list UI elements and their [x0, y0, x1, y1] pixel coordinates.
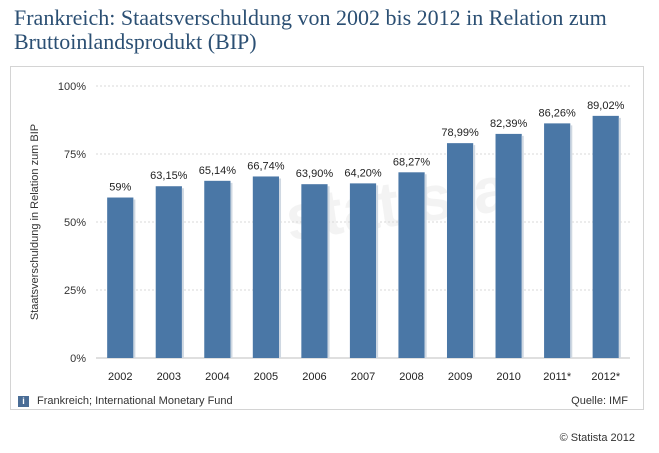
data-label: 86,26%: [539, 107, 577, 119]
source-note: Frankreich; International Monetary Fund: [37, 395, 233, 407]
y-tick-label: 50%: [64, 217, 86, 229]
y-tick-label: 25%: [64, 285, 86, 297]
data-label: 82,39%: [490, 118, 528, 130]
x-tick-label: 2007: [351, 371, 375, 383]
bar-2009: [446, 143, 474, 358]
bar-2005: [252, 176, 280, 358]
data-label: 65,14%: [199, 165, 237, 177]
x-tick-label: 2006: [302, 371, 326, 383]
bar-2006: [301, 184, 328, 358]
x-tick-label: 2011*: [543, 371, 572, 383]
data-label: 89,02%: [587, 100, 625, 112]
y-tick-label: 0%: [70, 353, 86, 365]
x-tick-label: 2004: [205, 371, 229, 383]
data-label: 78,99%: [441, 127, 479, 139]
bar-2003: [155, 186, 182, 358]
info-icon[interactable]: i: [18, 395, 29, 407]
chart-footer: i Frankreich; International Monetary Fun…: [10, 390, 644, 412]
x-tick-label: 2005: [254, 371, 278, 383]
bar-2012: [592, 115, 619, 358]
x-tick-label: 2008: [399, 371, 423, 383]
data-label: 66,74%: [247, 160, 285, 172]
data-label: 63,90%: [296, 168, 334, 180]
y-tick-label: 100%: [58, 81, 86, 93]
x-tick-label: 2002: [108, 371, 132, 383]
data-label: 59%: [109, 182, 131, 194]
bar-2002: [107, 197, 134, 358]
bar-2011: [544, 123, 571, 358]
source-label: Quelle: IMF: [571, 395, 628, 407]
bar-2007: [349, 183, 377, 358]
copyright: © Statista 2012: [559, 432, 635, 444]
page-title: Frankreich: Staatsverschuldung von 2002 …: [14, 5, 607, 54]
x-tick-label: 2012*: [591, 371, 620, 383]
data-label: 63,15%: [150, 170, 188, 182]
x-tick-label: 2009: [448, 371, 472, 383]
y-tick-label: 75%: [64, 149, 86, 161]
x-tick-label: 2010: [496, 371, 520, 383]
bar-2008: [398, 172, 425, 358]
bar-2004: [204, 180, 231, 358]
data-label: 68,27%: [393, 156, 431, 168]
bar-2010: [495, 133, 522, 358]
x-tick-label: 2003: [157, 371, 181, 383]
y-axis-label: Staatsverschuldung in Relation zum BIP: [29, 124, 41, 320]
data-label: 64,20%: [344, 167, 382, 179]
